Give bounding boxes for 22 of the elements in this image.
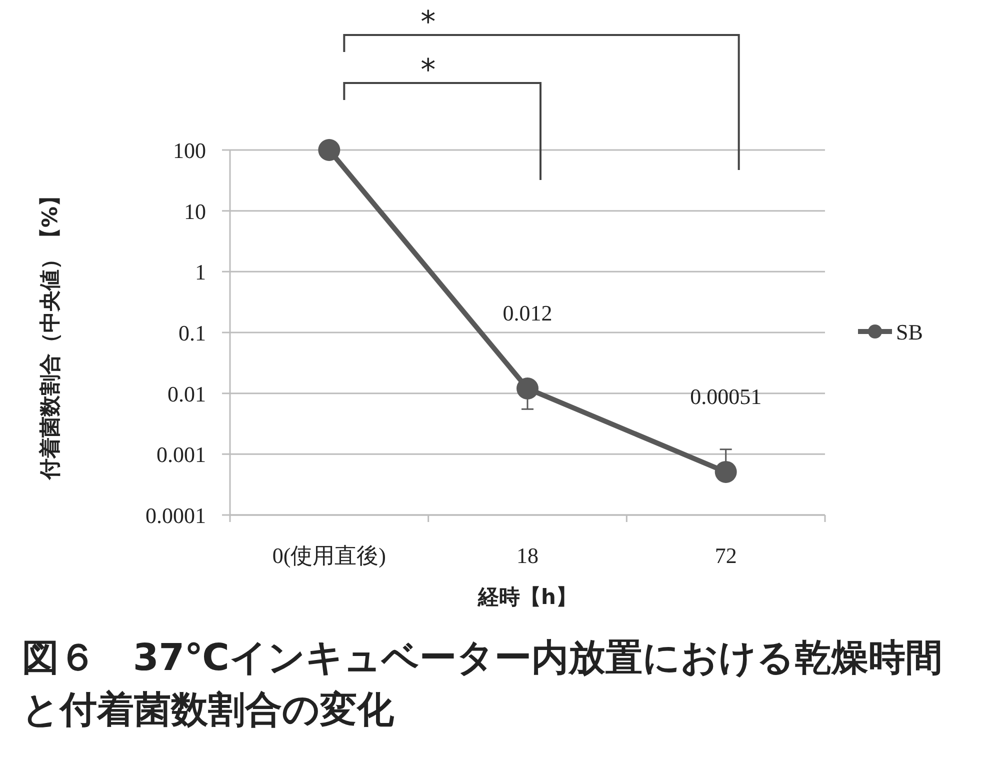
data-label: 0.012 bbox=[502, 300, 552, 326]
x-tick-label: 18 bbox=[516, 543, 538, 568]
x-axis-title: 経時【h】 bbox=[477, 585, 577, 609]
text: * bbox=[420, 5, 436, 40]
y-tick-label: 0.0001 bbox=[146, 503, 206, 528]
data-label: 0.00051 bbox=[690, 384, 762, 409]
y-tick-label: 0.1 bbox=[178, 320, 206, 346]
y-tick-label: 0.01 bbox=[168, 381, 206, 406]
x-tick-label: 72 bbox=[714, 543, 737, 568]
x-tick-label: 0(使用直後) bbox=[272, 543, 386, 568]
y-tick-label: 10 bbox=[184, 198, 206, 224]
y-tick-label: 0.001 bbox=[156, 442, 206, 468]
y-tick-label: 100 bbox=[173, 138, 206, 163]
point bbox=[714, 460, 737, 483]
y-tick-label: 1 bbox=[195, 260, 206, 285]
legend-label: SB bbox=[896, 320, 923, 344]
text: 図６ 37℃インキュベーター内放置における乾燥時間と付着菌数割合の変化 bbox=[22, 635, 944, 733]
point bbox=[318, 139, 340, 161]
text: * bbox=[420, 53, 436, 88]
legend: SB bbox=[858, 320, 923, 344]
y-axis-title: 付着菌数割合（中央値）【%】 bbox=[38, 185, 62, 481]
point bbox=[516, 378, 538, 400]
